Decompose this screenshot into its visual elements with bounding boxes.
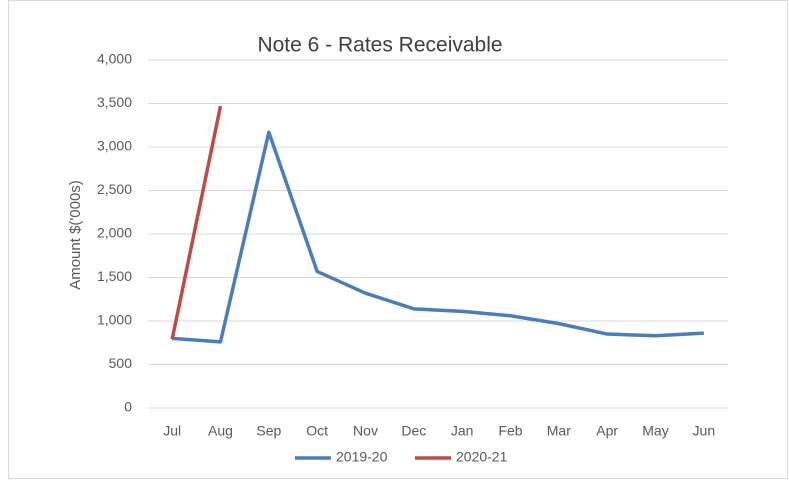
y-tick-label: 2,500: [97, 181, 132, 197]
x-tick-label: Nov: [353, 423, 378, 439]
y-tick-label: 3,000: [97, 138, 132, 154]
x-tick-label: Feb: [498, 423, 522, 439]
y-tick-label: 0: [124, 399, 132, 415]
x-tick-label: May: [642, 423, 668, 439]
legend-label: 2019-20: [336, 449, 388, 465]
x-tick-label: Mar: [547, 423, 571, 439]
line-series: [170, 105, 223, 340]
x-tick-label: Dec: [401, 423, 426, 439]
y-tick-label: 2,000: [97, 225, 132, 241]
line-series: [172, 130, 704, 344]
chart-border: [8, 0, 788, 479]
y-tick-label: 4,000: [97, 51, 132, 67]
y-tick-label: 1,000: [97, 312, 132, 328]
x-tick-label: Oct: [306, 423, 328, 439]
x-tick-label: Apr: [596, 423, 618, 439]
y-tick-label: 3,500: [97, 94, 132, 110]
y-tick-label: 1,500: [97, 268, 132, 284]
x-tick-label: Jan: [451, 423, 474, 439]
x-tick-label: Jul: [163, 423, 181, 439]
x-tick-label: Sep: [256, 423, 281, 439]
chart-title: Note 6 - Rates Receivable: [257, 34, 502, 57]
y-axis-label: Amount $('000s): [67, 180, 84, 290]
y-tick-label: 500: [109, 355, 133, 371]
legend-label: 2020-21: [456, 449, 508, 465]
x-tick-label: Aug: [208, 423, 233, 439]
x-tick-label: Jun: [693, 423, 716, 439]
